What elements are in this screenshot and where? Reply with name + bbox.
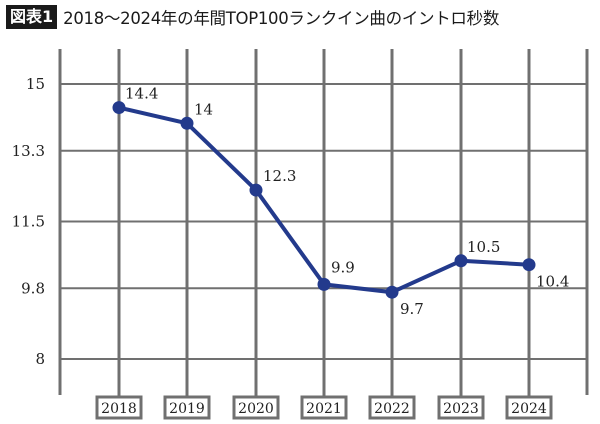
data-label: 9.7 (400, 300, 424, 318)
data-point-marker (180, 116, 194, 130)
y-tick-label: 11.5 (12, 213, 45, 231)
data-label: 10.4 (536, 273, 569, 291)
data-point-marker (522, 258, 536, 272)
data-point-marker (454, 254, 468, 268)
chart-title: 2018～2024年の年間TOP100ランクイン曲のイントロ秒数 (63, 9, 500, 28)
x-tick-label: 2022 (374, 401, 410, 417)
y-tick-label: 15 (26, 75, 45, 93)
data-point-marker (112, 101, 126, 115)
x-tick-box (232, 395, 280, 420)
x-tick-box (437, 395, 485, 420)
data-point-marker (249, 183, 263, 197)
x-tick-label: 2018 (101, 401, 137, 417)
x-tick-label: 2021 (306, 401, 342, 417)
data-label: 14 (194, 100, 213, 118)
x-tick-box (300, 395, 348, 420)
y-tick-label: 8 (35, 350, 45, 368)
x-tick-box (505, 395, 553, 420)
chart-header: 図表1 2018～2024年の年間TOP100ランクイン曲のイントロ秒数 (6, 4, 499, 30)
data-label: 14.4 (125, 85, 158, 103)
x-tick-label: 2020 (238, 401, 274, 417)
x-tick-box (368, 395, 416, 420)
x-tick-label: 2019 (169, 401, 205, 417)
figure-badge: 図表1 (6, 5, 58, 29)
data-label: 12.3 (263, 167, 296, 185)
y-tick-label: 9.8 (21, 279, 45, 297)
x-tick-label: 2023 (443, 401, 479, 417)
data-label: 9.9 (331, 258, 355, 276)
x-tick-box (95, 395, 143, 420)
x-tick-box (163, 395, 211, 420)
data-point-marker (385, 285, 399, 299)
data-label: 10.5 (467, 238, 500, 256)
y-tick-label: 13.3 (12, 142, 45, 160)
x-tick-label: 2024 (511, 401, 547, 417)
data-point-marker (317, 277, 331, 291)
